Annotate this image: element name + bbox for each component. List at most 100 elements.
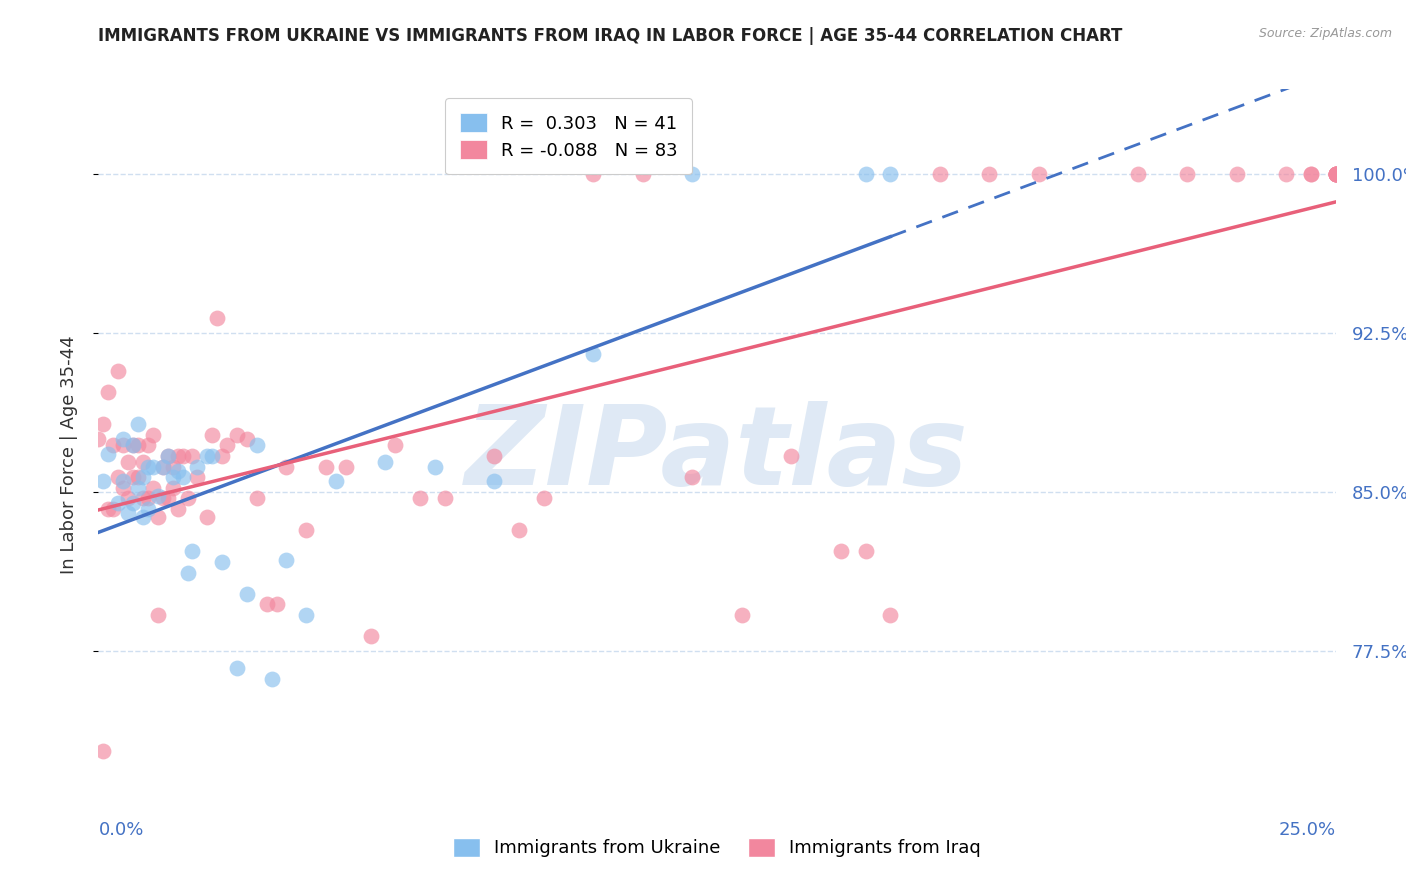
- Point: [508, 523, 530, 537]
- Point: [879, 607, 901, 622]
- Point: [1324, 167, 1347, 181]
- Point: [484, 449, 506, 463]
- Y-axis label: In Labor Force | Age 35-44: In Labor Force | Age 35-44: [59, 335, 77, 574]
- Point: [260, 672, 283, 686]
- Point: [132, 470, 155, 484]
- Point: [533, 491, 555, 506]
- Point: [112, 438, 135, 452]
- Point: [484, 475, 506, 489]
- Point: [205, 311, 228, 326]
- Point: [107, 470, 129, 484]
- Point: [142, 427, 165, 442]
- Point: [156, 449, 179, 463]
- Point: [195, 449, 218, 463]
- Point: [631, 167, 654, 181]
- Point: [423, 459, 446, 474]
- Point: [236, 432, 259, 446]
- Point: [295, 607, 318, 622]
- Point: [1324, 167, 1347, 181]
- Point: [780, 449, 803, 463]
- Point: [1275, 167, 1298, 181]
- Point: [181, 449, 204, 463]
- Point: [107, 495, 129, 509]
- Point: [162, 459, 184, 474]
- Point: [226, 661, 249, 675]
- Point: [166, 502, 188, 516]
- Point: [1126, 167, 1149, 181]
- Point: [142, 459, 165, 474]
- Point: [117, 506, 139, 520]
- Point: [1324, 167, 1347, 181]
- Point: [122, 438, 145, 452]
- Point: [1028, 167, 1050, 181]
- Point: [1324, 167, 1347, 181]
- Point: [146, 607, 169, 622]
- Point: [156, 449, 179, 463]
- Point: [335, 459, 357, 474]
- Point: [127, 417, 149, 432]
- Point: [112, 481, 135, 495]
- Point: [256, 598, 278, 612]
- Point: [1299, 167, 1322, 181]
- Text: IMMIGRANTS FROM UKRAINE VS IMMIGRANTS FROM IRAQ IN LABOR FORCE | AGE 35-44 CORRE: IMMIGRANTS FROM UKRAINE VS IMMIGRANTS FR…: [98, 27, 1123, 45]
- Point: [1299, 167, 1322, 181]
- Point: [1324, 167, 1347, 181]
- Point: [112, 475, 135, 489]
- Point: [582, 347, 605, 361]
- Point: [246, 438, 269, 452]
- Point: [136, 491, 159, 506]
- Point: [879, 167, 901, 181]
- Point: [325, 475, 347, 489]
- Text: 0.0%: 0.0%: [98, 821, 143, 838]
- Point: [117, 491, 139, 506]
- Point: [136, 502, 159, 516]
- Point: [97, 447, 120, 461]
- Point: [166, 464, 188, 478]
- Point: [681, 470, 703, 484]
- Point: [172, 470, 194, 484]
- Point: [246, 491, 269, 506]
- Point: [176, 491, 198, 506]
- Point: [226, 427, 249, 442]
- Point: [166, 449, 188, 463]
- Point: [127, 481, 149, 495]
- Point: [142, 481, 165, 495]
- Point: [162, 470, 184, 484]
- Point: [103, 502, 125, 516]
- Point: [127, 470, 149, 484]
- Point: [93, 417, 115, 432]
- Point: [132, 510, 155, 524]
- Text: ZIPatlas: ZIPatlas: [465, 401, 969, 508]
- Point: [146, 510, 169, 524]
- Point: [731, 607, 754, 622]
- Point: [117, 455, 139, 469]
- Point: [266, 598, 288, 612]
- Point: [582, 167, 605, 181]
- Point: [112, 432, 135, 446]
- Point: [211, 555, 233, 569]
- Point: [315, 459, 337, 474]
- Point: [132, 455, 155, 469]
- Point: [136, 438, 159, 452]
- Point: [201, 427, 224, 442]
- Point: [1324, 167, 1347, 181]
- Point: [1175, 167, 1198, 181]
- Point: [181, 544, 204, 558]
- Point: [979, 167, 1001, 181]
- Point: [176, 566, 198, 580]
- Point: [93, 744, 115, 758]
- Point: [384, 438, 406, 452]
- Point: [433, 491, 456, 506]
- Point: [186, 470, 208, 484]
- Point: [93, 475, 115, 489]
- Point: [97, 502, 120, 516]
- Point: [236, 587, 259, 601]
- Point: [409, 491, 432, 506]
- Point: [136, 459, 159, 474]
- Point: [152, 459, 174, 474]
- Point: [830, 544, 852, 558]
- Point: [132, 491, 155, 506]
- Point: [681, 167, 703, 181]
- Text: Source: ZipAtlas.com: Source: ZipAtlas.com: [1258, 27, 1392, 40]
- Point: [152, 459, 174, 474]
